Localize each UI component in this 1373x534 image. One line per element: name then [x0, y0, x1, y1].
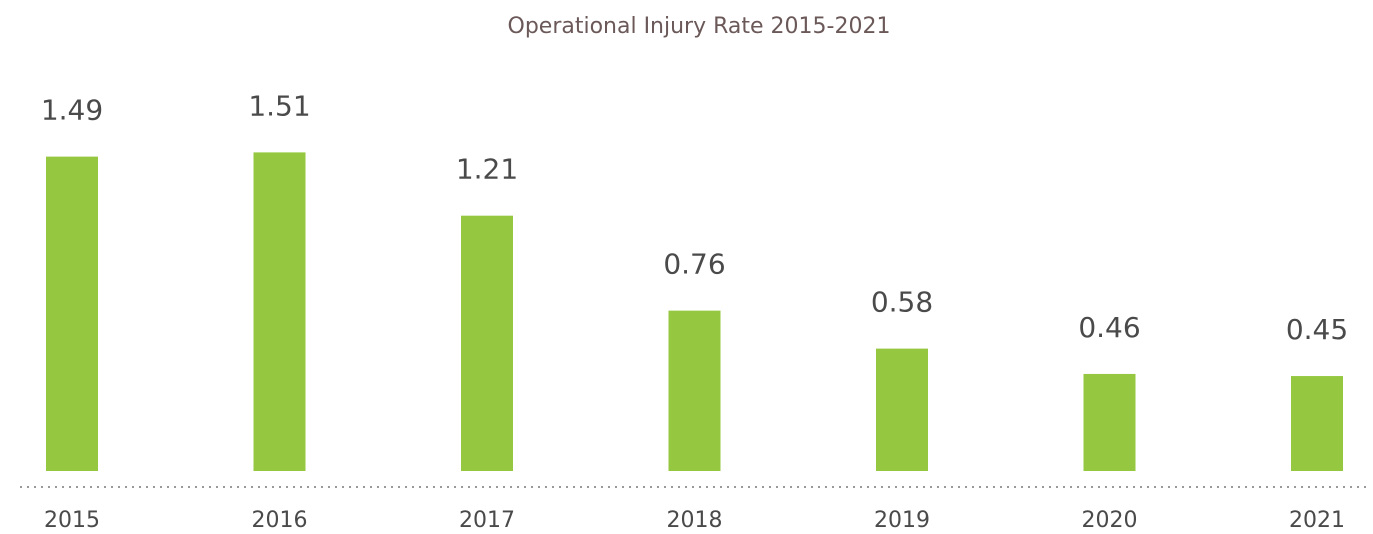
value-label: 1.51: [248, 89, 310, 122]
bar: [253, 152, 306, 471]
chart-title: Operational Injury Rate 2015-2021: [508, 14, 891, 39]
x-tick-label: 2016: [252, 508, 308, 533]
x-tick-label: 2020: [1082, 508, 1138, 533]
bar: [461, 215, 513, 471]
x-tick-label: 2019: [874, 508, 930, 533]
bar: [668, 310, 721, 471]
value-label: 0.45: [1286, 313, 1348, 346]
bar: [876, 348, 928, 471]
bar: [1291, 376, 1343, 471]
value-label: 1.49: [41, 94, 103, 127]
x-tick-label: 2017: [459, 508, 515, 533]
x-tick-label: 2021: [1289, 508, 1345, 533]
bar: [1083, 373, 1136, 471]
value-label: 0.58: [871, 286, 933, 319]
value-label: 1.21: [456, 153, 518, 186]
x-tick-label: 2015: [44, 508, 100, 533]
value-label: 0.76: [663, 248, 725, 281]
x-tick-label: 2018: [667, 508, 723, 533]
value-label: 0.46: [1078, 311, 1140, 344]
bar: [46, 156, 98, 472]
